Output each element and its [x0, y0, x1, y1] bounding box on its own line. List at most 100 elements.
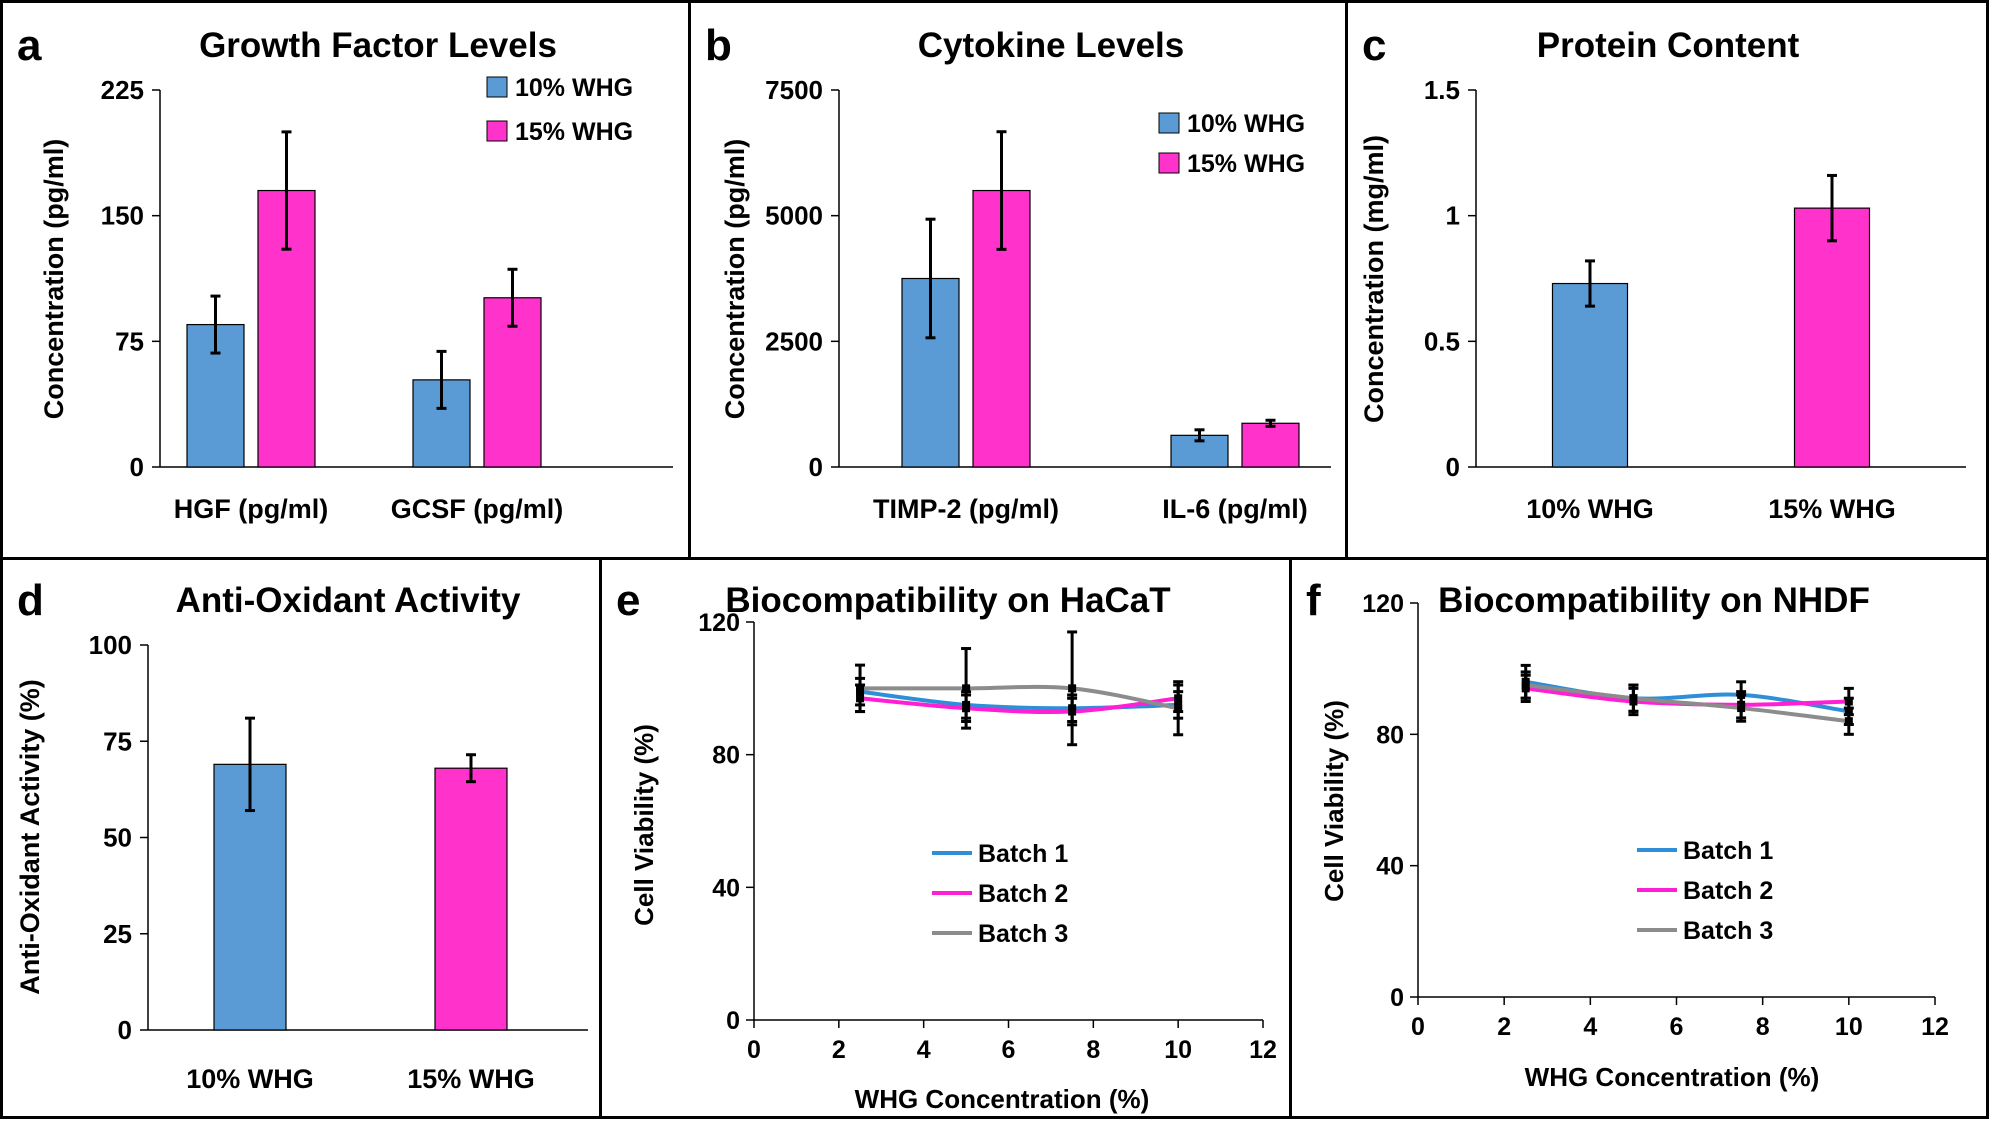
panel-label-f: f: [1306, 576, 1321, 625]
legend-label: Batch 1: [1683, 837, 1773, 865]
panel-label-d: d: [17, 576, 44, 625]
legend-label: 10% WHG: [515, 74, 633, 102]
y-tick-label: 7500: [765, 75, 823, 105]
chart-f: Biocompatibility on NHDF Cell Viability (…: [1319, 581, 1949, 1092]
series-line: [1525, 683, 1850, 724]
y-axis-label: Concentration (pg/ml): [720, 139, 750, 419]
legend-label: Batch 3: [1683, 917, 1773, 945]
x-category-label: TIMP-2 (pg/ml): [873, 494, 1059, 524]
x-category-label: 10% WHG: [186, 1064, 314, 1094]
y-axis-label: Cell Viability (%): [629, 724, 659, 926]
x-category-label: 15% WHG: [407, 1064, 535, 1094]
y-tick-label: 0: [1390, 984, 1404, 1012]
panel-f: f Biocompatibility on NHDF Cell Viability…: [1289, 557, 1989, 1119]
chart-d: Anti-Oxidant Activity Anti-Oxidant Activi…: [15, 581, 588, 1094]
x-tick-label: 2: [1497, 1013, 1511, 1041]
panel-label-a: a: [17, 21, 42, 70]
legend-swatch: [1158, 112, 1180, 134]
bar: [1241, 422, 1300, 468]
data-point: [1174, 704, 1183, 713]
chart-e: Biocompatibility on HaCaT Cell Viability …: [629, 581, 1277, 1114]
y-axis-label: Anti-Oxidant Activity (%): [15, 679, 45, 995]
series-line: [859, 696, 1179, 715]
legend-label: Batch 2: [1683, 877, 1773, 905]
y-tick-label: 0: [809, 452, 823, 482]
chart-title: Biocompatibility on NHDF: [1438, 581, 1870, 620]
bar: [1551, 282, 1629, 468]
x-tick-label: 10: [1164, 1036, 1192, 1064]
chart-a: Growth Factor Levels Concentration (pg/ml…: [39, 26, 673, 524]
x-tick-label: 4: [917, 1036, 931, 1064]
x-tick-label: 12: [1249, 1036, 1277, 1064]
y-tick-label: 80: [712, 742, 740, 770]
panel-label-c: c: [1362, 21, 1387, 70]
y-tick-label: 50: [103, 823, 132, 853]
legend-label: Batch 3: [978, 920, 1068, 948]
x-tick-label: 10: [1835, 1013, 1863, 1041]
y-tick-label: 120: [698, 609, 740, 637]
legend-swatch: [1158, 152, 1180, 174]
x-tick-label: 12: [1921, 1013, 1949, 1041]
x-category-label: HGF (pg/ml): [174, 494, 328, 524]
y-tick-label: 25: [103, 919, 132, 949]
chart-title: Cytokine Levels: [918, 26, 1185, 65]
y-tick-label: 75: [115, 326, 144, 356]
data-point: [1521, 681, 1530, 690]
x-tick-label: 8: [1086, 1036, 1100, 1064]
bar: [434, 767, 508, 1031]
y-axis-label: Concentration (mg/ml): [1359, 135, 1389, 423]
y-axis-label: Cell Viability (%): [1319, 700, 1349, 902]
y-tick-label: 0.5: [1424, 326, 1460, 356]
y-tick-label: 80: [1376, 721, 1404, 749]
panel-label-e: e: [616, 576, 641, 625]
chart-title: Protein Content: [1537, 26, 1800, 65]
chart-title: Biocompatibility on HaCaT: [725, 581, 1170, 620]
legend-label: 15% WHG: [515, 118, 633, 146]
data-point: [1844, 697, 1853, 706]
chart-c: Protein Content Concentration (mg/ml) 0 0.5…: [1359, 26, 1966, 524]
data-point: [1068, 684, 1077, 693]
y-tick-label: 120: [1362, 590, 1404, 618]
x-category-label: 15% WHG: [1768, 494, 1896, 524]
panel-b: b Cytokine Levels Concentration (pg/ml) 0 2…: [688, 0, 1348, 560]
y-tick-label: 40: [712, 874, 740, 902]
x-category-label: GCSF (pg/ml): [391, 494, 563, 524]
data-point: [962, 684, 971, 693]
legend-swatch: [486, 76, 508, 98]
legend-label: Batch 1: [978, 840, 1068, 868]
panel-a: a Growth Factor Levels Concentration (pg/…: [0, 0, 691, 560]
panel-d: d Anti-Oxidant Activity Anti-Oxidant Acti…: [0, 557, 602, 1119]
panel-label-b: b: [705, 21, 732, 70]
data-point: [1737, 704, 1746, 713]
y-tick-label: 100: [89, 630, 132, 660]
y-tick-label: 0: [726, 1007, 740, 1035]
y-tick-label: 0: [1446, 452, 1460, 482]
y-axis-label: Concentration (pg/ml): [39, 139, 69, 419]
legend-swatch: [486, 120, 508, 142]
chart-title: Anti-Oxidant Activity: [176, 581, 521, 620]
y-tick-label: 0: [118, 1015, 132, 1045]
x-category-label: IL-6 (pg/ml): [1162, 494, 1307, 524]
chart-b: Cytokine Levels Concentration (pg/ml) 0 250…: [720, 26, 1331, 524]
panel-c: c Protein Content Concentration (mg/ml) 0 0…: [1345, 0, 1989, 560]
x-axis-label: WHG Concentration (%): [855, 1084, 1150, 1114]
series-line: [860, 684, 1179, 711]
legend-label: Batch 2: [978, 880, 1068, 908]
x-tick-label: 0: [747, 1036, 761, 1064]
panel-e: e Biocompatibility on HaCaT Cell Viabilit…: [599, 557, 1292, 1119]
chart-title: Growth Factor Levels: [199, 26, 557, 65]
y-tick-label: 150: [101, 201, 144, 231]
y-tick-label: 40: [1376, 853, 1404, 881]
legend-label: 10% WHG: [1187, 110, 1305, 138]
x-tick-label: 8: [1756, 1013, 1770, 1041]
x-axis-label: WHG Concentration (%): [1525, 1062, 1820, 1092]
data-point: [1629, 694, 1638, 703]
y-tick-label: 5000: [765, 201, 823, 231]
x-tick-label: 0: [1411, 1013, 1425, 1041]
bar: [1793, 207, 1871, 468]
y-tick-label: 1.5: [1424, 75, 1460, 105]
legend-label: 15% WHG: [1187, 150, 1305, 178]
x-tick-label: 6: [1670, 1013, 1684, 1041]
data-point: [1844, 717, 1853, 726]
y-tick-label: 75: [103, 726, 132, 756]
